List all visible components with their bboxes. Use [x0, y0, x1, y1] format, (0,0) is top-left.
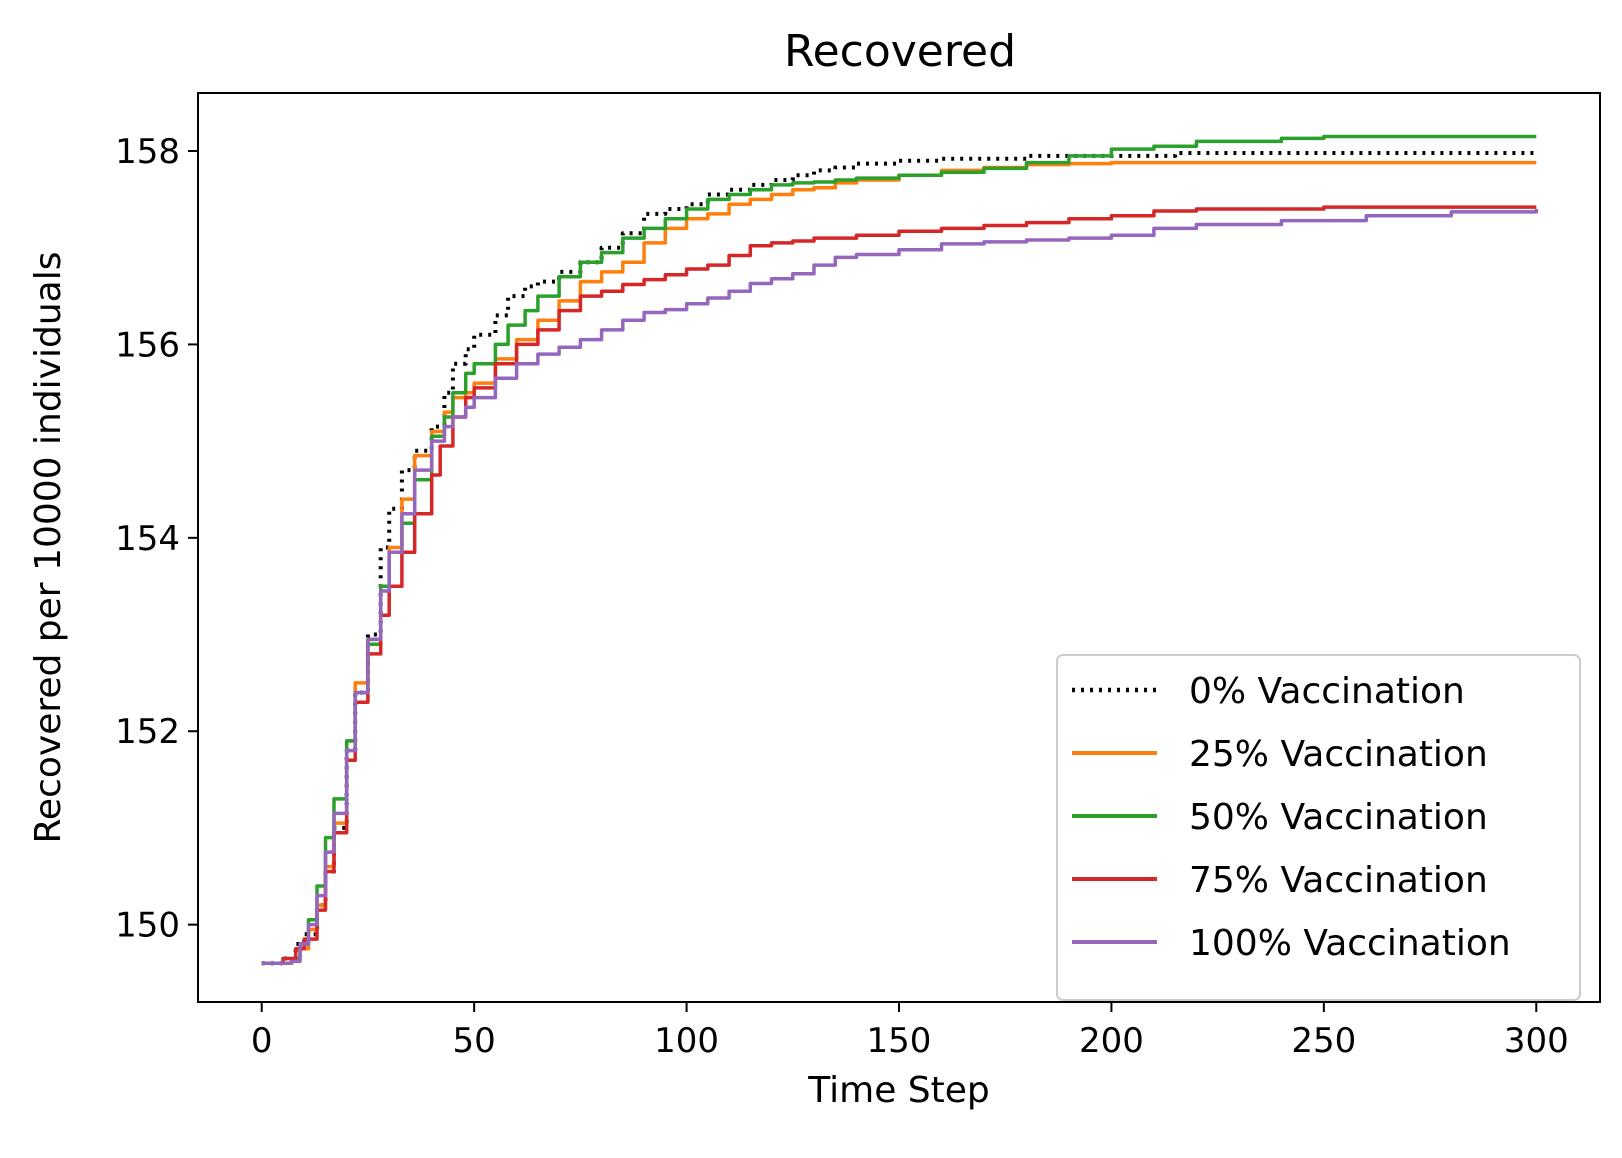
x-tick-label: 250 — [1291, 1021, 1356, 1061]
legend-label-100pct-vaccination: 100% Vaccination — [1189, 923, 1511, 964]
legend-label-50pct-vaccination: 50% Vaccination — [1189, 797, 1488, 838]
series-line-0pct-vaccination — [261, 151, 1537, 966]
x-tick-label: 0 — [251, 1021, 273, 1061]
x-tick-label: 150 — [867, 1021, 932, 1061]
y-axis-ticks: 150 152 154 156 158 — [115, 132, 198, 946]
x-axis-label: Time Step — [807, 1070, 990, 1111]
legend: 0% Vaccination 25% Vaccination 50% Vaccina… — [1056, 654, 1581, 1001]
y-tick-label: 152 — [115, 712, 180, 752]
series-line-100pct-vaccination — [261, 209, 1539, 966]
series-line-75pct-vaccination — [261, 205, 1537, 966]
y-tick-label: 150 — [115, 906, 180, 946]
y-axis-label: Recovered per 10000 individuals — [28, 252, 69, 844]
legend-label-25pct-vaccination: 25% Vaccination — [1189, 734, 1488, 775]
legend-box — [1056, 654, 1581, 1001]
x-tick-label: 50 — [453, 1021, 496, 1061]
x-axis-ticks: 0 50 100 150 200 250 300 — [251, 1002, 1569, 1061]
legend-label-75pct-vaccination: 75% Vaccination — [1189, 860, 1488, 901]
x-tick-label: 300 — [1504, 1021, 1569, 1061]
y-tick-label: 154 — [115, 519, 180, 559]
series-layer — [261, 134, 1539, 966]
x-tick-label: 100 — [654, 1021, 719, 1061]
legend-label-0pct-vaccination: 0% Vaccination — [1189, 671, 1465, 712]
chart-title: Recovered — [784, 26, 1016, 77]
y-tick-label: 156 — [115, 325, 180, 365]
x-tick-label: 200 — [1079, 1021, 1144, 1061]
y-tick-label: 158 — [115, 132, 180, 172]
